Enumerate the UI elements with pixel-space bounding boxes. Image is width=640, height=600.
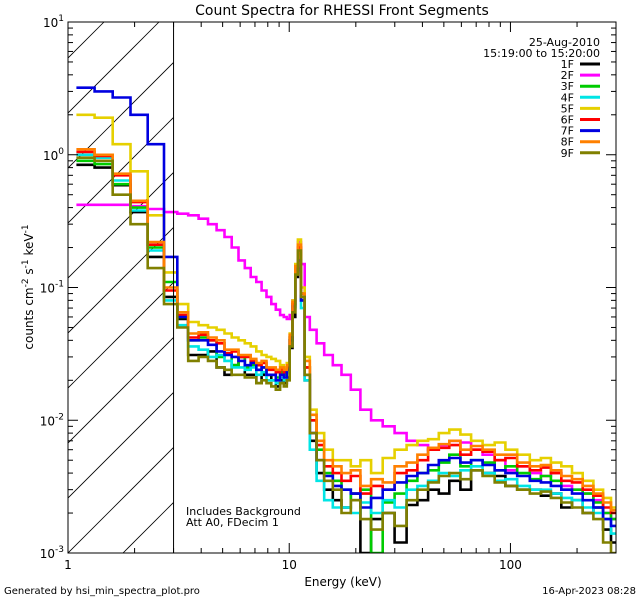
ylabel-exp3: -1: [21, 224, 31, 233]
legend-label-9F: 9F: [561, 147, 574, 160]
legend: 25-Aug-2010 15:19:00 to 15:20:00 1F2F3F4…: [483, 36, 600, 160]
ylabel-exp2: -1: [21, 259, 31, 268]
annotation-background: Includes Background: [186, 505, 301, 518]
hatch-line: [68, 446, 174, 553]
hatch-line: [618, 22, 640, 553]
legend-time-range: 15:19:00 to 15:20:00: [483, 47, 600, 60]
ylabel-base: counts cm: [22, 287, 36, 349]
x-axis-label: Energy (keV): [304, 575, 381, 589]
hatch-line: [68, 391, 174, 499]
y-tick-label: 100: [43, 147, 64, 163]
series-line-5F: [76, 113, 616, 509]
y-tick-label: 10-3: [40, 545, 64, 561]
legend-label-7F: 7F: [561, 125, 574, 138]
annotation-attenuator: Att A0, FDecim 1: [186, 516, 279, 529]
footer-generator: Generated by hsi_min_spectra_plot.pro: [4, 586, 200, 597]
legend-label-5F: 5F: [561, 102, 574, 115]
legend-label-1F: 1F: [561, 58, 574, 71]
ylabel-tail: keV: [22, 233, 36, 260]
hatch-line: [68, 281, 174, 389]
legend-label-6F: 6F: [561, 114, 574, 127]
y-tick-label: 10-2: [40, 412, 64, 428]
legend-label-3F: 3F: [561, 80, 574, 93]
chart-title: Count Spectra for RHESSI Front Segments: [195, 3, 489, 19]
x-tick-label: 1: [64, 558, 72, 572]
legend-date: 25-Aug-2010: [529, 36, 600, 49]
series-line-6F: [76, 150, 616, 515]
series-line-4F: [76, 153, 616, 535]
y-axis-label: counts cm-2 s-1 keV-1: [21, 224, 36, 349]
y-tick-labels: 101 100 10-1 10-2 10-3: [40, 14, 65, 561]
legend-label-2F: 2F: [561, 69, 574, 82]
hatch-line: [68, 226, 174, 334]
y-tick-label: 10-1: [40, 280, 64, 296]
hatch-line: [68, 22, 160, 114]
x-tick-labels: 1 10 100: [64, 558, 522, 572]
legend-label-4F: 4F: [561, 91, 574, 104]
x-tick-label: 10: [282, 558, 297, 572]
series-line-8F: [76, 148, 616, 512]
hatch-line: [68, 61, 174, 169]
x-tick-label: 100: [499, 558, 522, 572]
ylabel-mid: s: [22, 268, 36, 278]
y-tick-label: 101: [43, 14, 64, 30]
series-line-9F: [76, 156, 616, 553]
series-group: [76, 86, 616, 553]
footer-timestamp: 16-Apr-2023 08:28: [542, 586, 636, 597]
legend-label-8F: 8F: [561, 136, 574, 149]
ylabel-exp1: -2: [21, 278, 31, 287]
